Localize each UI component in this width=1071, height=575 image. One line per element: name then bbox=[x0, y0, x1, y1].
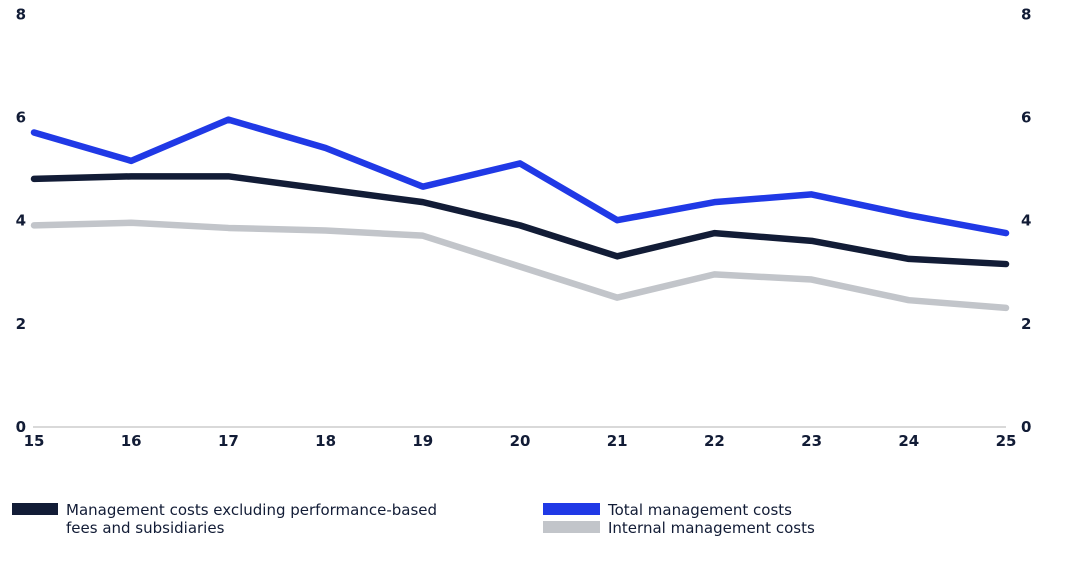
x-tick-15: 15 bbox=[24, 432, 45, 450]
y-tick-right-6: 6 bbox=[1021, 109, 1031, 127]
x-tick-23: 23 bbox=[801, 432, 822, 450]
legend-item-management-costs-excluding: Management costs excluding performance-b… bbox=[12, 501, 442, 537]
y-tick-right-0: 0 bbox=[1021, 418, 1031, 436]
legend-swatch-management-costs-excluding bbox=[12, 503, 58, 515]
legend-item-internal-management-costs: Internal management costs bbox=[543, 519, 815, 537]
chart-plot-area: 0 02 24 46 68 815 16 17 18 19 20 21 22 23 24 25 bbox=[16, 5, 1032, 450]
legend-swatch-internal-management-costs bbox=[543, 521, 600, 533]
x-tick-16: 16 bbox=[121, 432, 142, 450]
y-tick-left-0: 0 bbox=[16, 418, 26, 436]
y-tick-right-8: 8 bbox=[1021, 5, 1031, 23]
x-tick-17: 17 bbox=[218, 432, 239, 450]
x-tick-22: 22 bbox=[704, 432, 725, 450]
series-line-2 bbox=[30, 219, 1010, 312]
x-tick-19: 19 bbox=[412, 432, 433, 450]
x-tick-24: 24 bbox=[898, 432, 919, 450]
legend-label-internal-management-costs: Internal management costs bbox=[608, 519, 815, 537]
y-tick-left-2: 2 bbox=[16, 315, 26, 333]
y-tick-left-8: 8 bbox=[16, 5, 26, 23]
x-tick-25: 25 bbox=[996, 432, 1017, 450]
legend-label-total-management-costs: Total management costs bbox=[608, 501, 792, 519]
x-tick-21: 21 bbox=[607, 432, 628, 450]
x-tick-18: 18 bbox=[315, 432, 336, 450]
y-tick-right-2: 2 bbox=[1021, 315, 1031, 333]
series-line-0 bbox=[30, 116, 1010, 237]
y-tick-right-4: 4 bbox=[1021, 212, 1031, 230]
x-tick-20: 20 bbox=[510, 432, 531, 450]
legend-label-management-costs-excluding: Management costs excluding performance-b… bbox=[66, 501, 438, 537]
series-line-1 bbox=[30, 173, 1010, 268]
y-tick-left-4: 4 bbox=[16, 212, 26, 230]
legend-swatch-total-management-costs bbox=[543, 503, 600, 515]
legend-item-total-management-costs: Total management costs bbox=[543, 501, 792, 519]
y-tick-left-6: 6 bbox=[16, 109, 26, 127]
